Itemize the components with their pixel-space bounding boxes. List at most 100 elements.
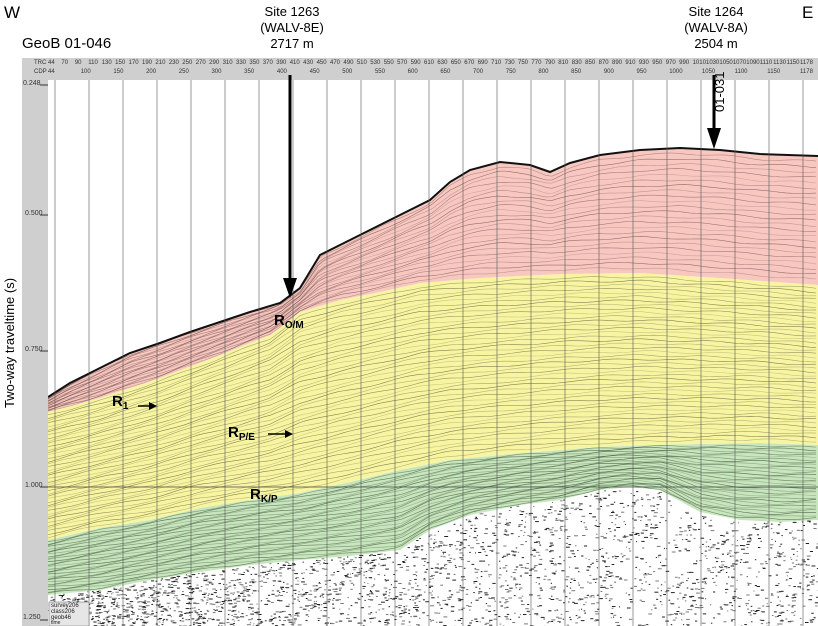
noise-speck	[233, 592, 235, 594]
noise-speck	[644, 573, 647, 575]
noise-speck	[197, 622, 202, 624]
noise-speck	[569, 616, 571, 618]
noise-speck	[201, 572, 206, 574]
noise-speck	[774, 557, 777, 558]
noise-speck	[395, 606, 398, 608]
noise-speck	[360, 622, 363, 624]
noise-speck	[746, 576, 748, 578]
trc-value: 1130	[773, 60, 787, 66]
noise-speck	[468, 521, 472, 523]
noise-speck	[89, 607, 91, 609]
noise-speck	[566, 576, 570, 578]
noise-speck	[171, 592, 175, 594]
noise-speck	[533, 541, 538, 543]
reflection-line	[48, 315, 816, 444]
noise-speck	[339, 581, 343, 583]
noise-speck	[331, 559, 333, 561]
noise-speck	[793, 553, 795, 555]
noise-speck	[440, 550, 442, 551]
noise-speck	[615, 576, 620, 578]
reflection-line	[48, 389, 817, 499]
noise-speck	[685, 511, 689, 513]
noise-speck	[473, 581, 478, 582]
noise-speck	[271, 623, 274, 625]
noise-speck	[76, 599, 80, 600]
noise-speck	[690, 517, 693, 519]
noise-speck	[382, 564, 386, 566]
noise-speck	[187, 575, 191, 577]
noise-speck	[270, 567, 272, 569]
noise-speck	[570, 550, 574, 552]
noise-speck	[317, 587, 320, 589]
noise-speck	[505, 616, 508, 618]
trc-value: 410	[289, 60, 300, 66]
noise-speck	[580, 521, 582, 523]
noise-speck	[577, 617, 579, 619]
noise-speck	[212, 612, 216, 614]
noise-speck	[480, 571, 483, 573]
noise-speck	[332, 607, 335, 609]
noise-speck	[811, 612, 814, 614]
noise-speck	[203, 596, 206, 598]
reflection-line	[48, 412, 817, 518]
noise-speck	[202, 622, 206, 624]
noise-speck	[499, 601, 502, 603]
noise-speck	[484, 592, 488, 594]
noise-speck	[581, 608, 583, 610]
cdp-value: 44	[48, 69, 55, 75]
noise-speck	[569, 512, 571, 514]
noise-speck	[189, 586, 192, 587]
noise-speck	[805, 622, 809, 623]
noise-speck	[619, 490, 622, 492]
reflection-line	[48, 205, 817, 404]
noise-speck	[592, 516, 596, 518]
noise-speck	[212, 579, 215, 580]
noise-speck	[118, 615, 122, 617]
noise-speck	[264, 603, 269, 605]
noise-speck	[297, 615, 300, 617]
noise-speck	[728, 567, 730, 569]
noise-speck	[590, 494, 592, 496]
noise-speck	[192, 591, 195, 593]
noise-speck	[245, 590, 250, 592]
noise-speck	[510, 533, 514, 535]
noise-speck	[483, 560, 486, 562]
noise-speck	[557, 617, 562, 619]
noise-speck	[172, 577, 176, 578]
noise-speck	[131, 606, 133, 608]
noise-speck	[226, 618, 229, 620]
noise-speck	[312, 606, 315, 608]
noise-speck	[698, 607, 702, 609]
noise-speck	[770, 601, 773, 603]
noise-speck	[323, 568, 328, 570]
noise-speck	[365, 571, 368, 573]
noise-speck	[283, 581, 285, 583]
noise-speck	[123, 615, 127, 617]
noise-speck	[200, 614, 203, 616]
noise-speck	[469, 609, 471, 611]
noise-speck	[291, 569, 296, 571]
noise-speck	[146, 601, 151, 603]
noise-speck	[295, 613, 298, 615]
reflection-line	[48, 393, 817, 503]
noise-speck	[61, 599, 65, 601]
noise-speck	[720, 570, 722, 572]
noise-speck	[197, 573, 200, 575]
noise-speck	[234, 613, 237, 615]
noise-speck	[271, 593, 275, 595]
seafloor-reflector	[48, 146, 818, 398]
noise-speck	[437, 602, 440, 604]
noise-speck	[387, 557, 391, 559]
noise-speck	[378, 604, 382, 605]
noise-speck	[136, 597, 140, 599]
noise-speck	[569, 619, 572, 621]
noise-speck	[587, 566, 591, 568]
noise-speck	[284, 561, 289, 563]
noise-speck	[704, 581, 707, 583]
noise-speck	[363, 619, 366, 621]
noise-speck	[769, 559, 771, 561]
noise-speck	[680, 582, 682, 584]
noise-speck	[633, 495, 635, 497]
noise-speck	[253, 623, 255, 625]
noise-speck	[697, 581, 700, 583]
